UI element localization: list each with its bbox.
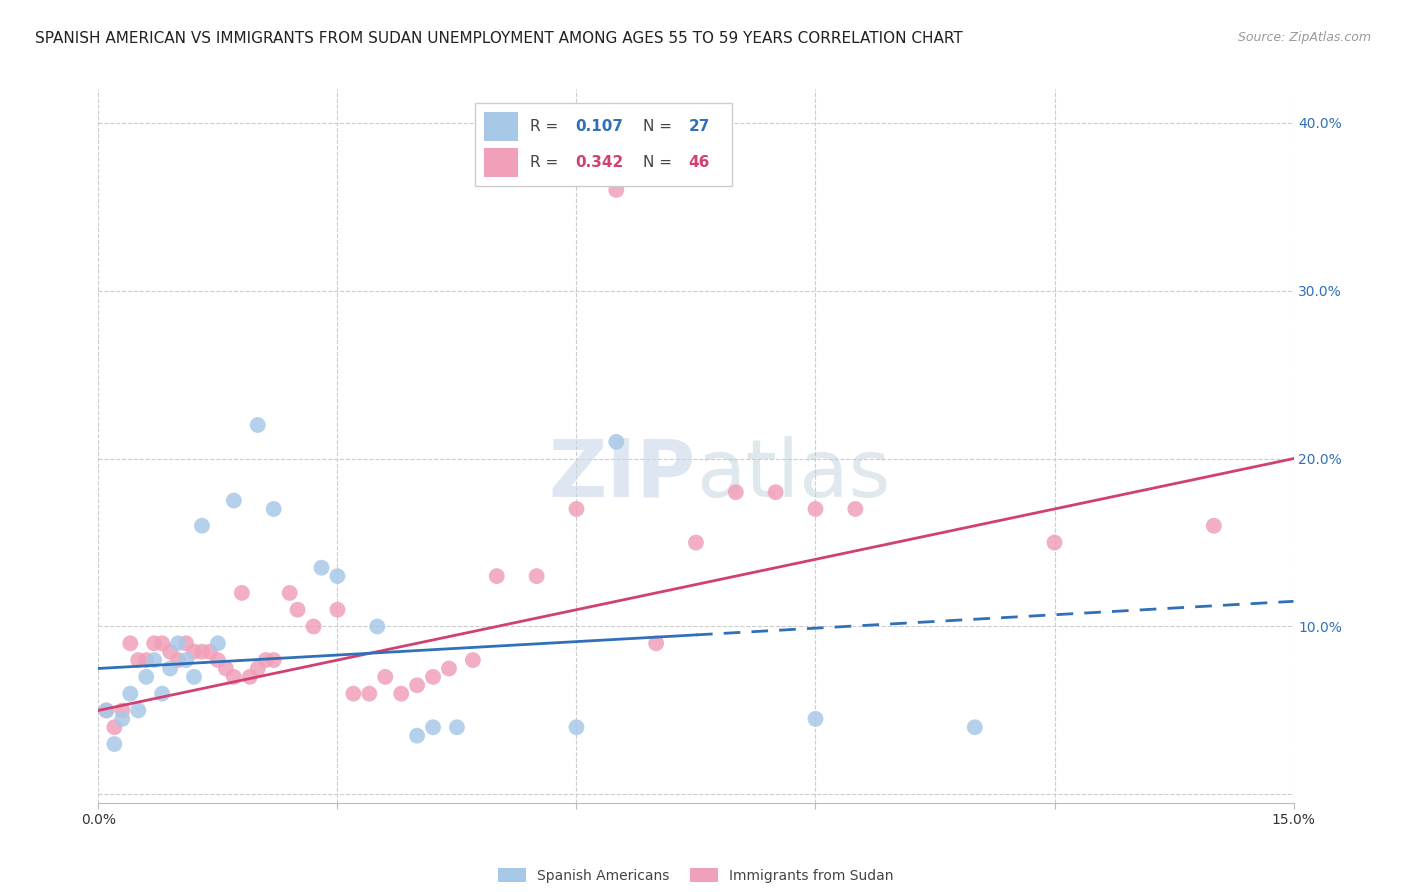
Point (1043, 535, 1066, 549)
Point (422, 670, 444, 684)
FancyBboxPatch shape (485, 148, 517, 177)
Point (150, 687, 173, 701)
Text: SPANISH AMERICAN VS IMMIGRANTS FROM SUDAN UNEMPLOYMENT AMONG AGES 55 TO 59 YEARS: SPANISH AMERICAN VS IMMIGRANTS FROM SUDA… (35, 31, 963, 46)
Text: Source: ZipAtlas.com: Source: ZipAtlas.com (1237, 31, 1371, 45)
Point (103, 720, 125, 734)
Point (565, 720, 588, 734)
Point (159, 645, 181, 659)
Point (342, 687, 364, 701)
Point (526, 569, 548, 583)
Point (311, 560, 333, 574)
Point (127, 653, 149, 667)
Point (461, 653, 484, 667)
Text: atlas: atlas (696, 435, 890, 514)
Point (804, 712, 827, 726)
Point (222, 493, 245, 508)
Text: 0.342: 0.342 (575, 155, 623, 170)
Point (605, 434, 627, 449)
Point (198, 645, 221, 659)
Point (645, 636, 668, 650)
Point (422, 720, 444, 734)
Text: N =: N = (644, 155, 678, 170)
Point (127, 703, 149, 717)
Point (239, 670, 262, 684)
Point (111, 712, 134, 726)
FancyBboxPatch shape (485, 112, 517, 141)
Point (183, 645, 205, 659)
Point (174, 653, 197, 667)
Point (446, 720, 468, 734)
Point (215, 661, 238, 675)
Point (804, 502, 827, 516)
Point (103, 737, 125, 751)
Point (565, 502, 588, 516)
Point (207, 636, 229, 650)
Point (150, 636, 173, 650)
Point (183, 670, 205, 684)
Point (167, 653, 190, 667)
Point (120, 687, 142, 701)
Point (96, 703, 118, 717)
Text: R =: R = (530, 155, 562, 170)
Point (191, 518, 214, 533)
Point (1202, 518, 1225, 533)
Point (605, 183, 627, 197)
Point (406, 678, 429, 692)
Point (437, 661, 460, 675)
Point (254, 653, 277, 667)
Point (326, 569, 349, 583)
Point (159, 661, 181, 675)
Point (844, 502, 866, 516)
Point (765, 485, 787, 500)
Point (143, 653, 166, 667)
Point (263, 502, 285, 516)
Point (135, 670, 157, 684)
Point (359, 687, 381, 701)
Point (263, 653, 285, 667)
Point (685, 535, 707, 549)
Point (406, 729, 429, 743)
Point (96, 703, 118, 717)
Point (366, 619, 388, 633)
Point (963, 720, 986, 734)
Text: R =: R = (530, 119, 562, 134)
Point (207, 653, 229, 667)
Point (485, 569, 508, 583)
Point (374, 670, 396, 684)
FancyBboxPatch shape (475, 103, 733, 186)
Point (111, 703, 134, 717)
Text: 46: 46 (689, 155, 710, 170)
Point (246, 661, 269, 675)
Point (326, 603, 349, 617)
Point (174, 636, 197, 650)
Point (191, 645, 214, 659)
Point (143, 636, 166, 650)
Point (135, 653, 157, 667)
Text: 27: 27 (689, 119, 710, 134)
Point (222, 670, 245, 684)
Text: ZIP: ZIP (548, 435, 696, 514)
Text: N =: N = (644, 119, 678, 134)
Point (302, 619, 325, 633)
Text: 0.107: 0.107 (575, 119, 623, 134)
Point (287, 603, 309, 617)
Point (231, 586, 253, 600)
Point (724, 485, 747, 500)
Point (278, 586, 301, 600)
Point (120, 636, 142, 650)
Point (246, 417, 269, 432)
Point (389, 687, 412, 701)
Legend: Spanish Americans, Immigrants from Sudan: Spanish Americans, Immigrants from Sudan (492, 863, 900, 888)
Point (167, 636, 190, 650)
